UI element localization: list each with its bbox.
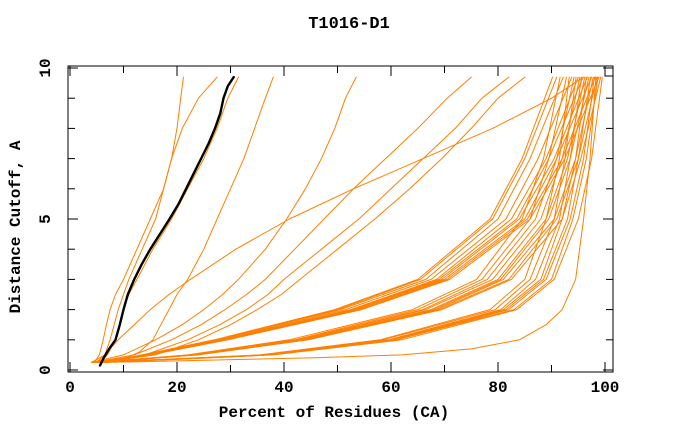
highlighted-model-curve [98,75,235,367]
y-tick-label: 5 [37,214,55,224]
model-curve [97,76,599,363]
x-tick-label: 0 [65,379,75,397]
x-tick-label: 60 [381,379,400,397]
model-curve [95,76,564,363]
x-tick-label: 80 [488,379,507,397]
model-curve [99,76,588,363]
model-curve [90,76,585,363]
chart-title: T1016-D1 [308,15,390,34]
model-curve [101,76,587,363]
x-tick-label: 20 [167,379,186,397]
model-curve [90,76,357,363]
model-curve [96,76,510,363]
y-tick-label: 10 [37,58,55,77]
model-curve [103,76,586,363]
y-tick-label: 0 [37,365,55,375]
model-curve [104,76,597,363]
model-curve [106,76,274,363]
model-curve [98,76,526,363]
x-axis-label: Percent of Residues (CA) [219,404,449,422]
model-curve [93,76,472,363]
y-axis-label: Distance Cutoff, A [7,140,25,313]
model-curve [93,76,567,363]
model-curve [90,76,570,363]
model-curve [101,76,554,363]
plot-area: 0 20 40 60 80 100 0 5 10 [37,58,619,397]
model-curve [97,76,561,363]
x-tick-label: 40 [274,379,293,397]
model-curve [96,76,218,363]
model-curve [93,76,184,363]
model-curve [99,76,598,363]
x-tick-label: 100 [591,379,620,397]
